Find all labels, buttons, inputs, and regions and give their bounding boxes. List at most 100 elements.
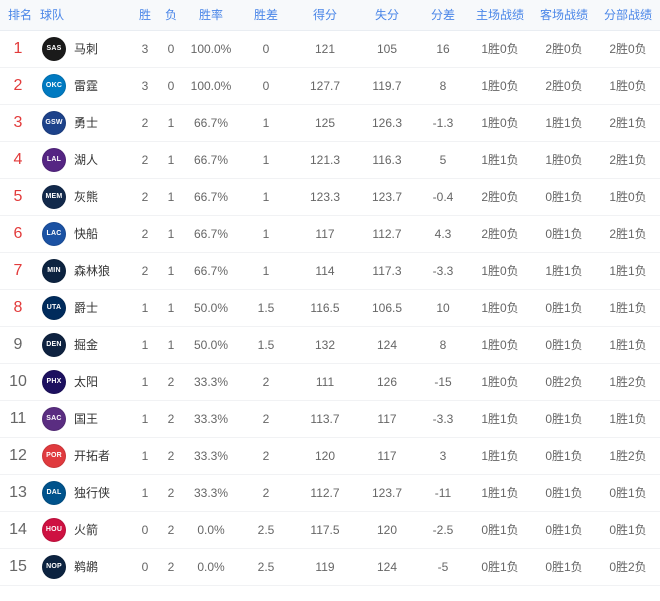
losses-cell: 2 <box>158 437 184 475</box>
pa-cell: 116.3 <box>356 141 418 179</box>
rank-cell: 13 <box>0 474 36 512</box>
pf-cell: 119 <box>294 548 356 586</box>
column-header-pa: 失分 <box>356 0 418 31</box>
table-row: 13 DAL 独行侠 1 2 33.3% 2 112.7 123.7 -11 1胜1负 0胜1负 0胜1… <box>0 474 660 512</box>
division-cell: 1胜1负 <box>596 252 660 290</box>
column-header-pct: 胜率 <box>184 0 238 31</box>
team-logo-icon: DAL <box>42 480 66 505</box>
team-cell[interactable]: DEN 掘金 <box>36 326 132 364</box>
division-cell: 0胜1负 <box>596 474 660 512</box>
table-row: 9 DEN 掘金 1 1 50.0% 1.5 132 124 8 1胜0负 0胜1负 1胜1负 <box>0 326 660 364</box>
pct-cell: 33.3% <box>184 363 238 401</box>
pa-cell: 123.7 <box>356 178 418 216</box>
gb-cell: 2 <box>238 363 294 401</box>
team-logo-icon: GSW <box>42 110 66 135</box>
pf-cell: 114 <box>294 252 356 290</box>
pct-cell: 66.7% <box>184 215 238 253</box>
team-link[interactable]: PHX 太阳 <box>36 369 132 394</box>
team-cell[interactable]: LAC 快船 <box>36 215 132 253</box>
pct-cell: 50.0% <box>184 326 238 364</box>
table-row: 4 LAL 湖人 2 1 66.7% 1 121.3 116.3 5 1胜1负 1胜0负 2胜1负 <box>0 141 660 179</box>
division-cell: 1胜1负 <box>596 326 660 364</box>
division-cell: 0胜2负 <box>596 548 660 586</box>
team-cell[interactable]: SAS 马刺 <box>36 30 132 68</box>
losses-cell: 1 <box>158 326 184 364</box>
column-header-diff: 分差 <box>418 0 468 31</box>
rank-cell: 9 <box>0 326 36 364</box>
wins-cell: 2 <box>132 104 158 142</box>
pa-cell: 126.3 <box>356 104 418 142</box>
pf-cell: 113.7 <box>294 400 356 438</box>
table-row: 15 NOP 鹈鹕 0 2 0.0% 2.5 119 124 -5 0胜1负 0胜1负 0胜2负 <box>0 548 660 586</box>
team-link[interactable]: GSW 勇士 <box>36 110 132 135</box>
pct-cell: 100.0% <box>184 30 238 68</box>
team-link[interactable]: SAC 国王 <box>36 406 132 431</box>
team-link[interactable]: SAS 马刺 <box>36 36 132 61</box>
home-cell: 1胜0负 <box>468 67 532 105</box>
division-cell: 1胜2负 <box>596 437 660 475</box>
team-name: 马刺 <box>74 42 99 56</box>
home-cell: 1胜1负 <box>468 437 532 475</box>
table-row: 2 OKC 雷霆 3 0 100.0% 0 127.7 119.7 8 1胜0负 2胜0负 1胜0负 <box>0 67 660 105</box>
team-cell[interactable]: NOP 鹈鹕 <box>36 548 132 586</box>
team-name: 灰熊 <box>74 190 99 204</box>
pf-cell: 120 <box>294 437 356 475</box>
team-name: 太阳 <box>74 375 99 389</box>
team-link[interactable]: NOP 鹈鹕 <box>36 554 132 579</box>
team-logo-icon: SAS <box>42 36 66 61</box>
team-cell[interactable]: SAC 国王 <box>36 400 132 438</box>
rank-cell: 2 <box>0 67 36 105</box>
pct-cell: 66.7% <box>184 178 238 216</box>
team-logo-icon: LAC <box>42 221 66 246</box>
team-cell[interactable]: HOU 火箭 <box>36 511 132 549</box>
team-cell[interactable]: UTA 爵士 <box>36 289 132 327</box>
team-link[interactable]: HOU 火箭 <box>36 517 132 542</box>
table-row: 6 LAC 快船 2 1 66.7% 1 117 112.7 4.3 2胜0负 0胜1负 2胜1负 <box>0 215 660 253</box>
team-link[interactable]: LAC 快船 <box>36 221 132 246</box>
losses-cell: 2 <box>158 400 184 438</box>
gb-cell: 2 <box>238 400 294 438</box>
team-logo-icon: DEN <box>42 332 66 357</box>
wins-cell: 3 <box>132 67 158 105</box>
team-cell[interactable]: PHX 太阳 <box>36 363 132 401</box>
team-link[interactable]: DEN 掘金 <box>36 332 132 357</box>
diff-cell: 16 <box>418 30 468 68</box>
table-row: 5 MEM 灰熊 2 1 66.7% 1 123.3 123.7 -0.4 2胜0负 0胜1负 1胜0负 <box>0 178 660 216</box>
team-link[interactable]: OKC 雷霆 <box>36 73 132 98</box>
team-cell[interactable]: MIN 森林狼 <box>36 252 132 290</box>
team-cell[interactable]: DAL 独行侠 <box>36 474 132 512</box>
pct-cell: 0.0% <box>184 511 238 549</box>
pct-cell: 66.7% <box>184 104 238 142</box>
gb-cell: 2 <box>238 437 294 475</box>
pct-cell: 66.7% <box>184 252 238 290</box>
pf-cell: 121 <box>294 30 356 68</box>
team-logo-icon: POR <box>42 443 66 468</box>
wins-cell: 2 <box>132 252 158 290</box>
gb-cell: 2.5 <box>238 548 294 586</box>
team-cell[interactable]: LAL 湖人 <box>36 141 132 179</box>
pa-cell: 117 <box>356 437 418 475</box>
division-cell: 0胜1负 <box>596 511 660 549</box>
pct-cell: 66.7% <box>184 141 238 179</box>
team-cell[interactable]: GSW 勇士 <box>36 104 132 142</box>
wins-cell: 1 <box>132 437 158 475</box>
team-link[interactable]: LAL 湖人 <box>36 147 132 172</box>
diff-cell: 4.3 <box>418 215 468 253</box>
division-cell: 1胜1负 <box>596 400 660 438</box>
team-link[interactable]: DAL 独行侠 <box>36 480 132 505</box>
team-cell[interactable]: OKC 雷霆 <box>36 67 132 105</box>
team-logo-icon: SAC <box>42 406 66 431</box>
pct-cell: 33.3% <box>184 474 238 512</box>
team-link[interactable]: MIN 森林狼 <box>36 258 132 283</box>
home-cell: 2胜0负 <box>468 215 532 253</box>
home-cell: 1胜1负 <box>468 141 532 179</box>
pa-cell: 124 <box>356 548 418 586</box>
header-row: 排名 球队胜负胜率 胜差 得分 失分 分差 主场战绩 客场战绩 分部战绩 <box>0 0 660 31</box>
pf-cell: 125 <box>294 104 356 142</box>
team-link[interactable]: MEM 灰熊 <box>36 184 132 209</box>
team-cell[interactable]: POR 开拓者 <box>36 437 132 475</box>
table-row: 14 HOU 火箭 0 2 0.0% 2.5 117.5 120 -2.5 0胜1负 0胜1负 0胜1负 <box>0 511 660 549</box>
team-link[interactable]: POR 开拓者 <box>36 443 132 468</box>
team-cell[interactable]: MEM 灰熊 <box>36 178 132 216</box>
team-link[interactable]: UTA 爵士 <box>36 295 132 320</box>
